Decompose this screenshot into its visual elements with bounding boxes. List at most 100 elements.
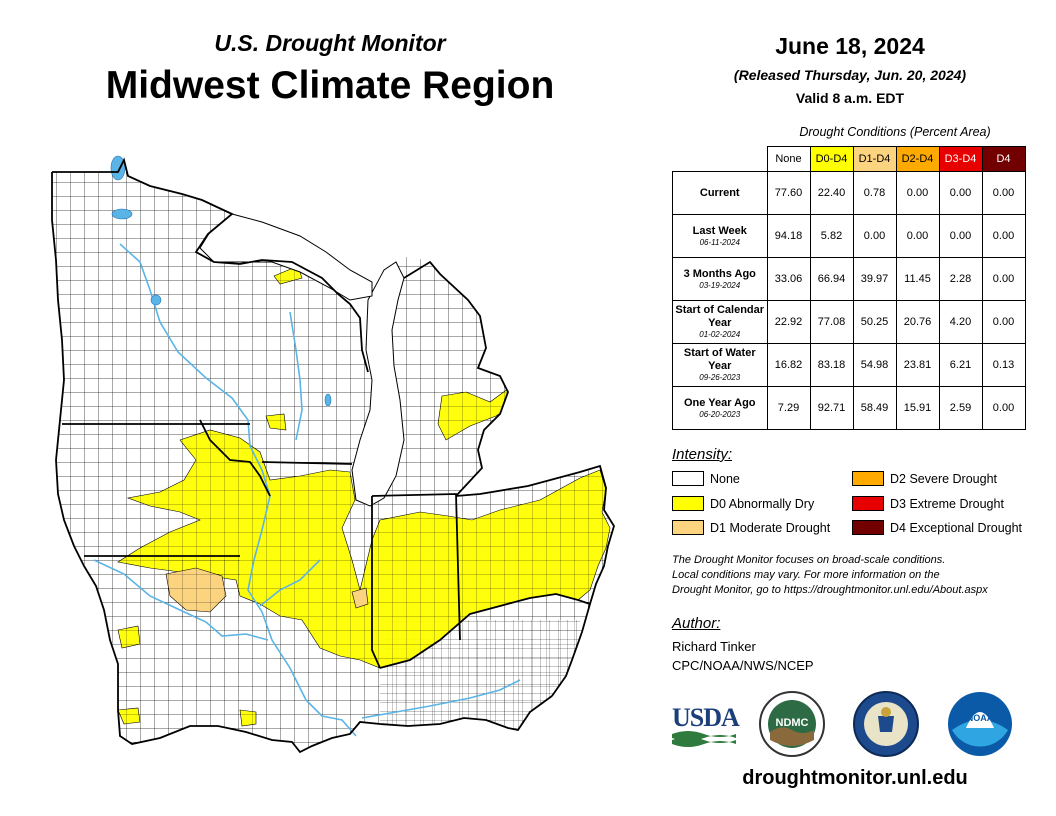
legend-swatch <box>672 496 704 511</box>
legend-label: D3 Extreme Drought <box>890 496 1004 511</box>
row-date: 09-26-2023 <box>699 373 741 382</box>
table-row: 3 Months Ago 03-19-2024 33.06 66.94 39.97… <box>672 257 1026 301</box>
row-label: 3 Months Ago 03-19-2024 <box>672 257 768 301</box>
table-cell: 54.98 <box>852 343 897 387</box>
noaa-logo-text: NOAA <box>967 713 994 723</box>
column-header-none: None <box>766 146 811 172</box>
table-cell: 2.59 <box>938 386 983 430</box>
table-cell: 58.49 <box>852 386 897 430</box>
legend-label: D2 Severe Drought <box>890 471 998 486</box>
table-cell: 39.97 <box>852 257 897 301</box>
table-caption: Drought Conditions (Percent Area) <box>799 125 991 139</box>
noaa-logo: NOAA <box>948 692 1012 756</box>
column-header-d1-d4: D1-D4 <box>852 146 897 172</box>
row-label-text: Start of Calendar Year <box>675 304 765 329</box>
row-label-text: Current <box>699 186 740 199</box>
table-row: Start of Calendar Year 01-02-2024 22.92 7… <box>672 300 1026 344</box>
row-label: Current <box>672 171 768 215</box>
table-cell: 2.28 <box>938 257 983 301</box>
note-line: Drought Monitor, go to https://droughtmo… <box>672 584 988 596</box>
release-date: (Released Thursday, Jun. 20, 2024) <box>733 67 967 83</box>
legend-heading: Intensity: <box>672 446 733 463</box>
legend-item-none: None <box>672 471 740 486</box>
table-cell: 0.00 <box>981 257 1026 301</box>
table-cell: 16.82 <box>766 343 811 387</box>
row-date: 03-19-2024 <box>699 280 741 290</box>
column-header-d2-d4: D2-D4 <box>895 146 940 172</box>
commerce-seal-logo <box>853 691 919 757</box>
table-cell: 0.00 <box>981 214 1026 258</box>
table-cell: 0.00 <box>852 214 897 258</box>
table-cell: 20.76 <box>895 300 940 344</box>
website-link[interactable]: droughtmonitor.unl.edu <box>742 767 968 789</box>
table-cell: 0.00 <box>938 214 983 258</box>
table-row: One Year Ago 06-20-2023 7.29 92.71 58.49 … <box>672 386 1026 430</box>
row-label-text: 3 Months Ago <box>683 267 756 280</box>
map-subtitle: U.S. Drought Monitor <box>214 30 446 56</box>
row-date: 06-20-2023 <box>699 409 741 419</box>
table-row: Start of Water Year 09-26-2023 16.82 83.1… <box>672 343 1026 387</box>
row-date: 06-11-2024 <box>699 237 740 247</box>
table-cell: 4.20 <box>938 300 983 344</box>
row-label: Last Week 06-11-2024 <box>672 214 768 258</box>
author-block: Richard Tinker CPC/NOAA/NWS/NCEP <box>672 637 814 675</box>
legend-swatch <box>672 520 704 535</box>
author-org: CPC/NOAA/NWS/NCEP <box>672 658 814 673</box>
legend-swatch <box>852 471 884 486</box>
author-name: Richard Tinker <box>672 639 756 654</box>
map-date: June 18, 2024 <box>775 33 925 59</box>
table-row: Last Week 06-11-2024 94.18 5.82 0.00 0.00… <box>672 214 1026 258</box>
table-cell: 0.78 <box>852 171 897 215</box>
table-cell: 0.00 <box>938 171 983 215</box>
table-cell: 15.91 <box>895 386 940 430</box>
row-label-text: Start of Water Year <box>683 347 756 372</box>
table-cell: 0.00 <box>895 171 940 215</box>
table-header-row: None D0-D4 D1-D4 D2-D4 D3-D4 D4 <box>672 146 1026 172</box>
row-label: Start of Calendar Year 01-02-2024 <box>672 300 768 344</box>
table-cell: 5.82 <box>809 214 854 258</box>
legend-swatch <box>672 471 704 486</box>
table-cell: 0.00 <box>981 171 1026 215</box>
table-cell: 22.40 <box>809 171 854 215</box>
row-label: One Year Ago 06-20-2023 <box>672 386 768 430</box>
legend-item-d4: D4 Exceptional Drought <box>852 520 1022 535</box>
legend-label: D0 Abnormally Dry <box>710 496 815 511</box>
note-line: Local conditions may vary. For more info… <box>672 569 940 581</box>
note-line: The Drought Monitor focuses on broad-sca… <box>672 554 946 566</box>
usda-logo-waves <box>672 731 736 747</box>
column-header-d4: D4 <box>981 146 1026 172</box>
legend-item-d1: D1 Moderate Drought <box>672 520 830 535</box>
table-cell: 7.29 <box>766 386 811 430</box>
table-cell: 83.18 <box>809 343 854 387</box>
table-cell: 77.60 <box>766 171 811 215</box>
table-cell: 0.00 <box>981 300 1026 344</box>
row-label: Start of Water Year 09-26-2023 <box>672 343 768 387</box>
table-cell: 11.45 <box>895 257 940 301</box>
usda-logo: USDA <box>672 703 740 732</box>
drought-map <box>51 155 615 754</box>
legend-item-d2: D2 Severe Drought <box>852 471 997 486</box>
legend-item-d3: D3 Extreme Drought <box>852 496 1004 511</box>
legend-item-d0: D0 Abnormally Dry <box>672 496 814 511</box>
drought-conditions-table: None D0-D4 D1-D4 D2-D4 D3-D4 D4 Current … <box>672 146 1026 430</box>
table-cell: 0.00 <box>895 214 940 258</box>
author-heading: Author: <box>672 615 721 632</box>
table-cell: 66.94 <box>809 257 854 301</box>
column-header-d3-d4: D3-D4 <box>938 146 983 172</box>
row-label-text: One Year Ago <box>683 396 756 409</box>
ndmc-logo-text: NDMC <box>776 717 809 729</box>
legend-label: D1 Moderate Drought <box>710 520 831 535</box>
table-cell: 33.06 <box>766 257 811 301</box>
valid-time: Valid 8 a.m. EDT <box>795 90 905 106</box>
table-cell: 0.13 <box>981 343 1026 387</box>
ndmc-logo: NDMC <box>759 691 825 757</box>
legend-swatch <box>852 496 884 511</box>
table-corner <box>672 146 768 172</box>
table-cell: 23.81 <box>895 343 940 387</box>
map-title: Midwest Climate Region <box>105 64 555 107</box>
table-cell: 77.08 <box>809 300 854 344</box>
table-cell: 6.21 <box>938 343 983 387</box>
column-header-d0-d4: D0-D4 <box>809 146 854 172</box>
row-date: 01-02-2024 <box>699 330 741 339</box>
disclaimer-note: The Drought Monitor focuses on broad-sca… <box>672 553 1052 598</box>
